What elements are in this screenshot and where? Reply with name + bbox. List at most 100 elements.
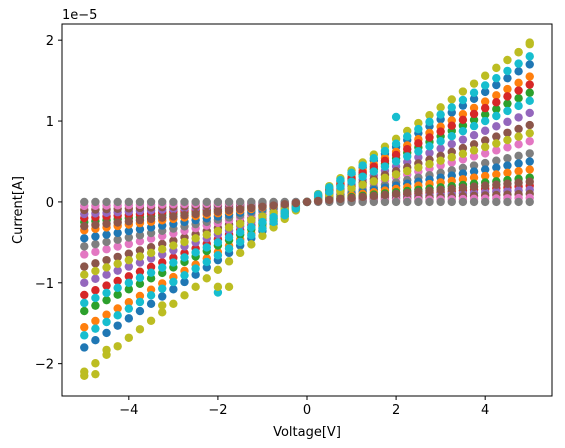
data-point — [224, 233, 234, 242]
data-point — [514, 48, 523, 57]
data-point — [191, 270, 200, 279]
data-point — [102, 255, 111, 265]
data-point — [124, 197, 134, 207]
data-point — [135, 273, 145, 282]
data-point — [358, 161, 367, 170]
data-point — [525, 96, 534, 106]
data-point — [91, 316, 100, 326]
data-point — [492, 156, 501, 165]
data-point — [113, 304, 122, 313]
data-point — [91, 259, 100, 268]
data-point — [247, 222, 256, 232]
data-point — [135, 225, 145, 234]
data-point — [347, 193, 356, 203]
data-point — [480, 97, 490, 106]
data-point — [180, 237, 189, 247]
data-point — [91, 220, 100, 230]
data-point — [514, 140, 523, 149]
y-offset-text: 1e−5 — [62, 8, 97, 23]
data-point — [91, 324, 100, 333]
data-point — [525, 165, 534, 174]
data-point — [525, 149, 534, 158]
data-point — [235, 228, 245, 237]
data-point — [436, 197, 445, 207]
data-point — [436, 137, 445, 146]
data-point — [91, 293, 100, 303]
data-point — [503, 73, 512, 83]
data-point — [224, 197, 234, 207]
data-point — [146, 299, 156, 309]
data-point — [202, 208, 211, 218]
data-point — [158, 245, 167, 254]
data-point — [258, 231, 267, 241]
data-point — [280, 200, 289, 209]
data-point — [469, 121, 479, 131]
x-axis-label: Voltage[V] — [273, 425, 341, 440]
data-point — [191, 234, 200, 243]
data-point — [469, 182, 479, 191]
data-point — [514, 113, 523, 122]
data-point — [469, 152, 479, 161]
data-point — [135, 231, 145, 240]
data-point — [358, 180, 367, 189]
data-point — [447, 153, 456, 162]
data-point — [102, 295, 111, 305]
data-point — [258, 224, 267, 233]
data-point — [469, 161, 479, 170]
data-point — [492, 104, 501, 114]
data-point — [235, 237, 245, 247]
data-point — [503, 135, 512, 145]
data-point — [514, 59, 523, 68]
data-point — [503, 92, 512, 101]
data-point — [113, 321, 122, 330]
data-point — [514, 151, 523, 161]
data-point — [347, 168, 356, 177]
data-point — [380, 173, 390, 183]
data-point — [391, 112, 401, 122]
data-point — [191, 264, 200, 273]
data-point — [180, 277, 189, 287]
data-point — [91, 266, 100, 276]
data-point — [158, 197, 167, 207]
data-point — [403, 166, 412, 176]
data-point — [102, 219, 111, 228]
data-point — [469, 103, 479, 113]
data-point — [469, 88, 479, 97]
data-point — [169, 285, 178, 294]
data-point — [458, 183, 468, 192]
data-point — [414, 153, 423, 162]
data-point — [124, 249, 134, 258]
data-point — [403, 132, 412, 141]
data-point — [414, 163, 423, 172]
data-point — [492, 80, 501, 90]
data-point — [258, 217, 267, 227]
data-point — [480, 87, 490, 97]
x-tick-label: −2 — [208, 403, 227, 418]
data-point — [91, 369, 100, 379]
data-point — [113, 290, 122, 299]
plot-area — [62, 24, 552, 396]
data-point — [492, 111, 501, 121]
y-tick-label: −2 — [35, 358, 54, 373]
data-point — [436, 156, 445, 165]
data-point — [480, 110, 490, 119]
data-point — [235, 219, 245, 228]
data-point — [391, 197, 401, 207]
data-point — [425, 142, 434, 151]
data-point — [224, 257, 234, 266]
data-point — [414, 139, 423, 148]
data-point — [124, 314, 134, 323]
data-point — [113, 276, 122, 286]
data-point — [124, 278, 134, 287]
data-point — [503, 143, 512, 152]
data-point — [436, 185, 445, 194]
data-point — [280, 207, 289, 217]
data-point — [469, 197, 479, 207]
data-point — [180, 211, 189, 220]
data-point — [391, 139, 401, 148]
axes-frame — [61, 23, 553, 397]
y-tick-label: 1 — [46, 115, 54, 130]
x-tick-label: −4 — [119, 403, 138, 418]
data-point — [391, 170, 401, 179]
data-point — [113, 259, 122, 268]
